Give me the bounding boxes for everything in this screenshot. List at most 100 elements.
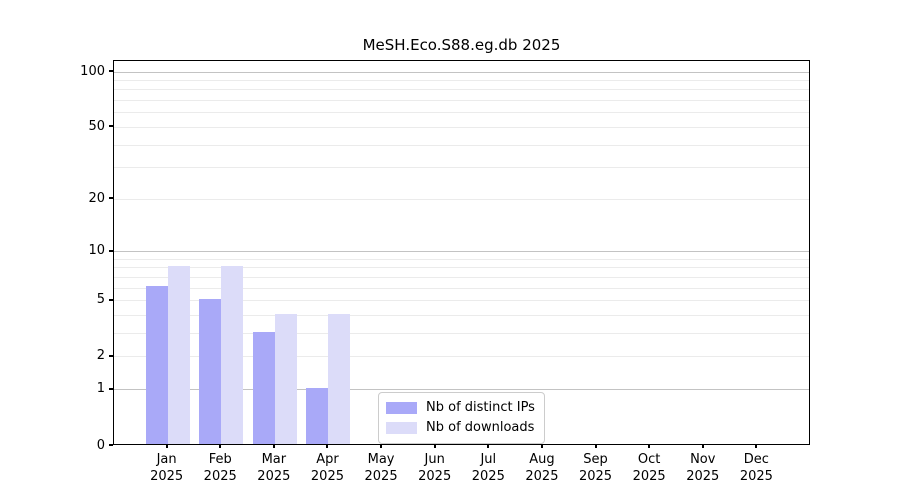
minor-gridline <box>114 315 809 317</box>
y-tick-label: 20 <box>88 190 105 206</box>
x-tick-month: Feb <box>208 452 232 467</box>
minor-gridline <box>114 79 809 81</box>
x-tick-label: Feb 2025 <box>188 451 252 485</box>
x-tick-month: Jul <box>480 452 497 467</box>
chart-title: MeSH.Eco.S88.eg.db 2025 <box>362 36 561 54</box>
minor-gridline <box>114 89 809 91</box>
bar-mar-distinct-ips <box>252 331 275 444</box>
x-tick-month: Aug <box>529 452 555 467</box>
x-tick-mark <box>219 444 222 448</box>
x-tick-label: Jun 2025 <box>403 451 467 485</box>
x-tick-label: Nov 2025 <box>671 451 735 485</box>
bar-apr-downloads <box>328 313 351 444</box>
y-tick-label: 5 <box>96 292 105 308</box>
x-tick-month: Sep <box>583 452 608 467</box>
x-tick-label: Jul 2025 <box>456 451 520 485</box>
x-tick-year: 2025 <box>364 469 398 484</box>
x-tick-mark <box>433 444 436 448</box>
legend-swatch-distinct-ips <box>386 402 417 414</box>
x-tick-year: 2025 <box>257 469 291 484</box>
x-tick-year: 2025 <box>578 469 613 484</box>
x-tick-month: Jan <box>156 452 177 467</box>
y-tick-label: 50 <box>88 118 105 134</box>
minor-gridline <box>114 267 809 269</box>
minor-gridline <box>114 198 809 200</box>
y-tick-label: 1 <box>96 381 105 397</box>
x-tick-mark <box>594 444 597 448</box>
x-tick-mark <box>380 444 383 448</box>
x-tick-label: Aug 2025 <box>510 451 574 485</box>
y-tick-mark <box>109 197 113 200</box>
legend-item-distinct-ips: Nb of distinct IPs <box>386 400 535 416</box>
x-tick-year: 2025 <box>632 469 666 484</box>
bar-feb-downloads <box>221 265 244 444</box>
minor-gridline <box>114 287 809 289</box>
legend-swatch-downloads <box>386 422 417 434</box>
minor-gridline <box>114 100 809 102</box>
x-tick-month: Mar <box>261 452 287 467</box>
x-tick-year: 2025 <box>310 469 344 484</box>
x-tick-label: Dec 2025 <box>724 451 788 485</box>
y-tick-mark <box>109 354 113 357</box>
minor-gridline <box>114 300 809 302</box>
minor-gridline <box>114 144 809 146</box>
x-tick-month: Jun <box>424 452 445 467</box>
x-tick-month: Apr <box>316 452 339 467</box>
y-tick-mark <box>109 298 113 301</box>
x-tick-mark <box>648 444 651 448</box>
x-tick-mark <box>165 444 168 448</box>
x-tick-mark <box>487 444 490 448</box>
x-tick-label: Mar 2025 <box>242 451 306 485</box>
major-gridline <box>114 389 809 391</box>
y-tick-mark <box>109 444 113 446</box>
bar-jan-downloads <box>167 265 190 444</box>
y-tick-label: 100 <box>80 63 105 79</box>
x-tick-mark <box>755 444 758 448</box>
x-tick-label: May 2025 <box>349 451 413 485</box>
x-tick-mark <box>540 444 543 448</box>
x-tick-label: Apr 2025 <box>295 451 359 485</box>
y-tick-label: 10 <box>88 243 105 259</box>
minor-gridline <box>114 112 809 114</box>
y-tick-mark <box>109 387 113 390</box>
x-tick-month: Oct <box>637 452 661 467</box>
bar-feb-distinct-ips <box>199 298 222 444</box>
legend-label-downloads: Nb of downloads <box>426 420 535 435</box>
x-tick-year: 2025 <box>418 469 452 484</box>
legend-label-distinct-ips: Nb of distinct IPs <box>426 400 535 415</box>
minor-gridline <box>114 276 809 278</box>
minor-gridline <box>114 167 809 169</box>
x-tick-month: Dec <box>743 452 769 467</box>
x-tick-year: 2025 <box>686 469 720 484</box>
x-tick-mark <box>272 444 275 448</box>
x-tick-label: Sep 2025 <box>564 451 628 485</box>
minor-gridline <box>114 356 809 358</box>
y-tick-label: 2 <box>96 348 105 364</box>
legend: Nb of distinct IPs Nb of downloads <box>378 392 545 444</box>
x-tick-month: May <box>367 452 395 467</box>
y-tick-mark <box>109 70 113 72</box>
x-tick-label: Jan 2025 <box>135 451 199 485</box>
x-tick-month: Nov <box>690 452 716 467</box>
x-tick-mark <box>326 444 329 448</box>
legend-item-downloads: Nb of downloads <box>386 420 534 436</box>
minor-gridline <box>114 126 809 128</box>
major-gridline <box>114 251 809 253</box>
y-tick-mark <box>109 125 113 128</box>
plot-area: Nb of distinct IPs Nb of downloads <box>113 60 810 445</box>
major-gridline <box>114 71 809 73</box>
minor-gridline <box>114 258 809 260</box>
y-tick-label: 0 <box>96 437 105 453</box>
x-tick-mark <box>701 444 704 448</box>
x-tick-year: 2025 <box>203 469 237 484</box>
y-tick-mark <box>109 249 113 252</box>
minor-gridline <box>114 333 809 335</box>
x-tick-year: 2025 <box>150 469 184 484</box>
bar-jan-distinct-ips <box>145 286 168 444</box>
x-tick-year: 2025 <box>739 469 773 484</box>
bar-apr-distinct-ips <box>306 387 329 444</box>
x-tick-year: 2025 <box>525 469 559 484</box>
bar-mar-downloads <box>274 313 297 444</box>
x-tick-year: 2025 <box>471 469 505 484</box>
